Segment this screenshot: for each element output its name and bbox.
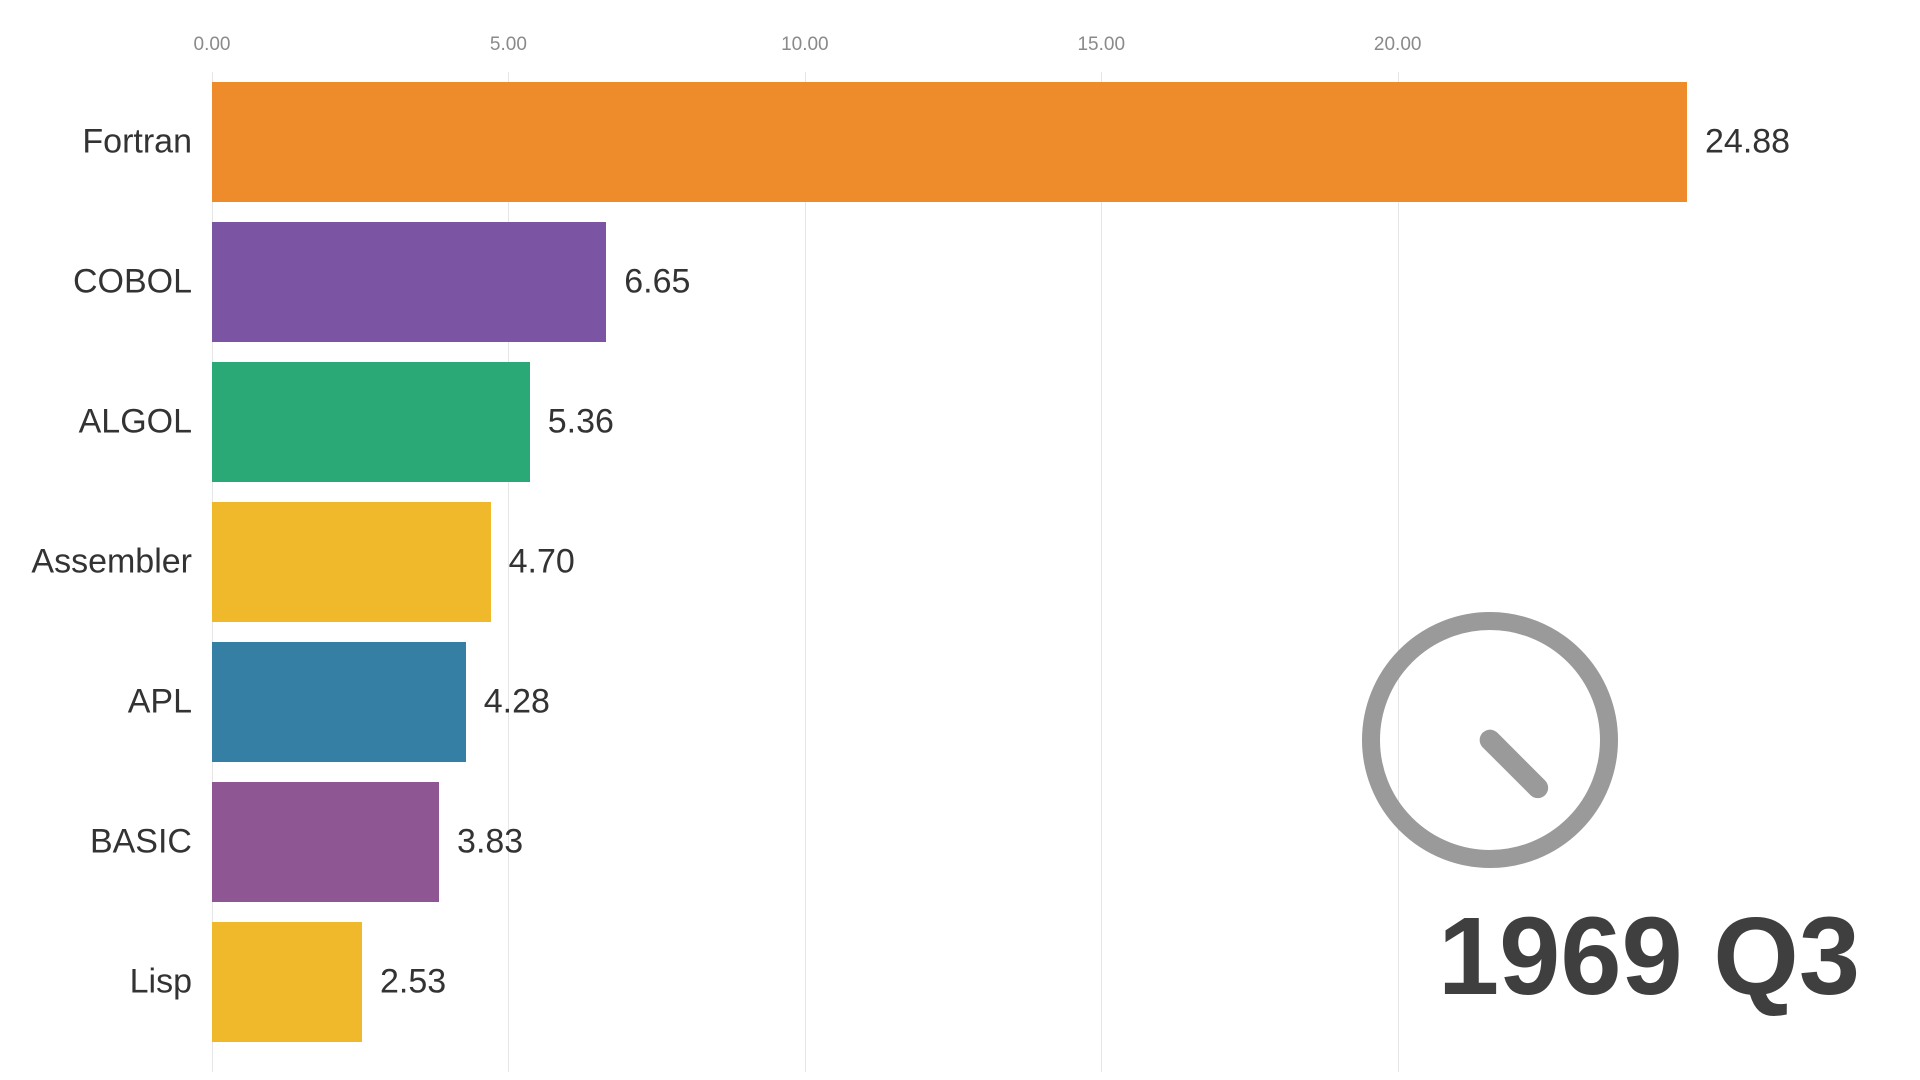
bar <box>212 222 606 342</box>
period-label: 1969 Q3 <box>1438 893 1860 1020</box>
bar-category-label: Fortran <box>82 123 192 162</box>
bar-row: ALGOL5.36 <box>212 362 1687 482</box>
bar-value-label: 4.70 <box>509 543 575 582</box>
clock-icon <box>1360 610 1620 870</box>
bar <box>212 922 362 1042</box>
bar-row: Assembler4.70 <box>212 502 1687 622</box>
bar-category-label: Lisp <box>130 963 192 1002</box>
bar <box>212 502 491 622</box>
x-axis-tick-label: 10.00 <box>781 34 829 56</box>
bar-category-label: ALGOL <box>79 403 192 442</box>
bar-category-label: COBOL <box>73 263 192 302</box>
bar <box>212 782 439 902</box>
bar-value-label: 5.36 <box>548 403 614 442</box>
bar-row: Fortran24.88 <box>212 82 1687 202</box>
bar-value-label: 3.83 <box>457 823 523 862</box>
bar-category-label: APL <box>128 683 192 722</box>
bar-value-label: 6.65 <box>624 263 690 302</box>
bar-race-chart: 0.005.0010.0015.0020.00Fortran24.88COBOL… <box>0 0 1920 1080</box>
bar <box>212 642 466 762</box>
bar-category-label: BASIC <box>90 823 192 862</box>
bar-value-label: 4.28 <box>484 683 550 722</box>
bar <box>212 82 1687 202</box>
bar <box>212 362 530 482</box>
x-axis-tick-label: 20.00 <box>1374 34 1422 56</box>
bar-value-label: 24.88 <box>1705 123 1790 162</box>
x-axis-tick-label: 5.00 <box>490 34 527 56</box>
bar-category-label: Assembler <box>31 543 192 582</box>
bar-value-label: 2.53 <box>380 963 446 1002</box>
x-axis-tick-label: 0.00 <box>194 34 231 56</box>
x-axis-tick-label: 15.00 <box>1077 34 1125 56</box>
bar-row: COBOL6.65 <box>212 222 1687 342</box>
